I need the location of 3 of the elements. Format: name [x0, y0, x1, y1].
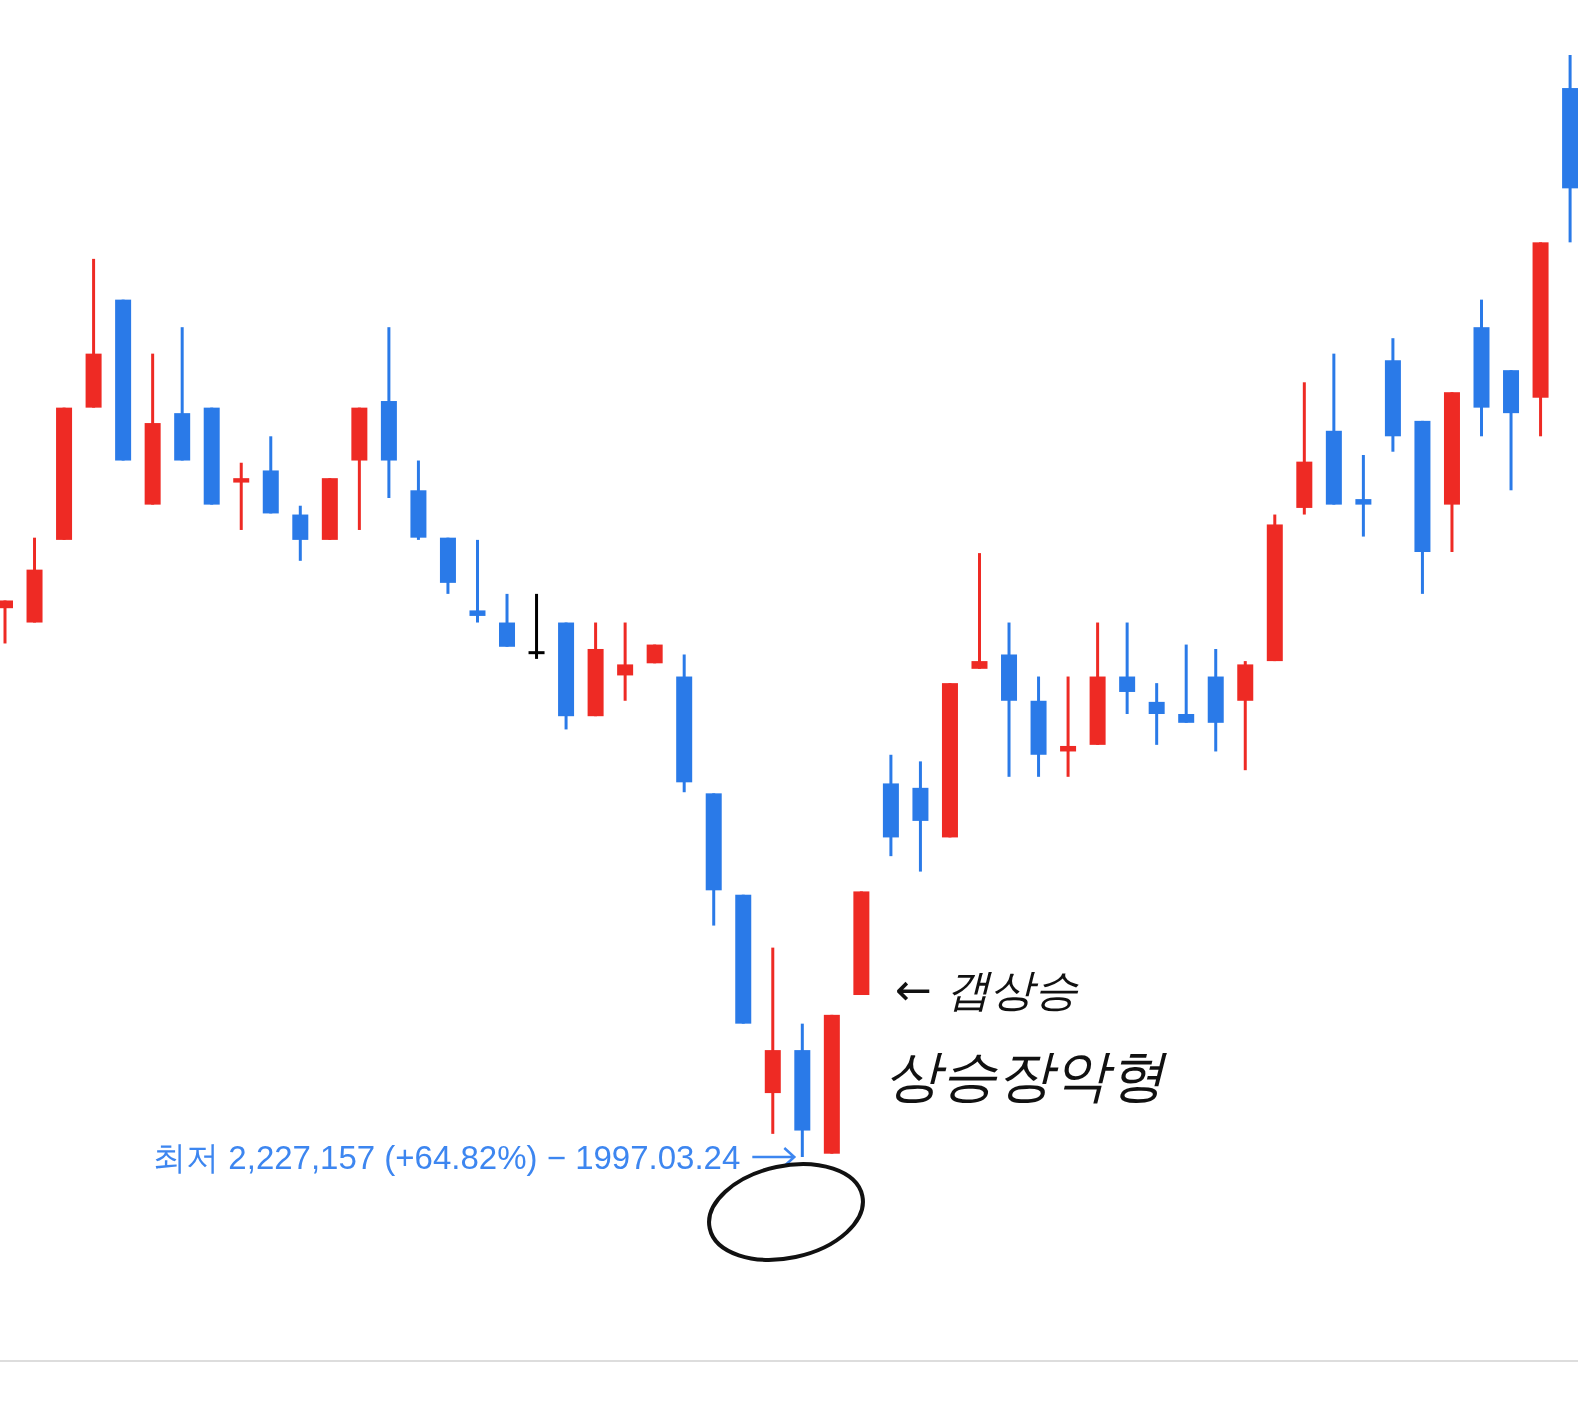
annotation: 상승장악형	[885, 1043, 1165, 1108]
annotation: 최저 2,227,157 (+64.82%) − 1997.03.24	[153, 1139, 741, 1176]
annotation: ← 갭상승	[895, 964, 1078, 1015]
